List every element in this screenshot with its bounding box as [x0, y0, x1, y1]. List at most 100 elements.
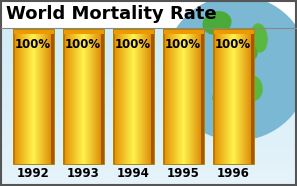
Text: 100%: 100% [115, 38, 151, 51]
Bar [234, 29, 236, 164]
Bar [164, 29, 165, 164]
Bar [252, 29, 253, 164]
Bar [0, 83, 297, 85]
Bar [227, 29, 228, 164]
Bar [225, 29, 226, 164]
Bar [144, 29, 146, 164]
Bar [15, 29, 16, 164]
Bar [203, 29, 204, 164]
Bar [0, 123, 297, 125]
Bar [88, 29, 90, 164]
Bar [66, 29, 67, 164]
Bar [51, 29, 53, 164]
Bar [212, 29, 215, 164]
Bar [0, 54, 297, 56]
Bar [0, 36, 297, 38]
Bar [25, 29, 26, 164]
Bar [147, 29, 149, 164]
Bar [221, 29, 222, 164]
Bar [170, 29, 171, 164]
Bar [84, 29, 86, 164]
Bar [162, 28, 203, 34]
Circle shape [165, 0, 297, 140]
Bar [116, 29, 117, 164]
Bar [70, 29, 71, 164]
Bar [216, 29, 217, 164]
Bar [12, 29, 53, 164]
Bar [151, 29, 153, 164]
Bar [0, 158, 297, 160]
Bar [95, 29, 97, 164]
Bar [87, 29, 89, 164]
Bar [124, 29, 125, 164]
Bar [212, 28, 254, 34]
Bar [0, 95, 297, 97]
Bar [242, 29, 244, 164]
Bar [12, 28, 53, 34]
Bar [244, 29, 246, 164]
Bar [145, 29, 147, 164]
Text: 100%: 100% [215, 38, 251, 51]
Bar [0, 71, 297, 73]
Bar [0, 46, 297, 48]
Bar [68, 29, 69, 164]
Bar [100, 29, 102, 164]
Bar [151, 29, 154, 164]
Bar [169, 29, 170, 164]
Bar [30, 29, 31, 164]
Bar [0, 147, 297, 148]
Bar [191, 29, 193, 164]
Bar [97, 29, 99, 164]
Bar [233, 29, 235, 164]
Bar [43, 29, 45, 164]
Bar [235, 29, 237, 164]
Bar [128, 29, 129, 164]
Bar [125, 29, 126, 164]
Bar [165, 29, 166, 164]
Bar [0, 180, 297, 182]
Bar [194, 29, 196, 164]
Bar [0, 34, 297, 36]
Bar [37, 29, 39, 164]
Bar [229, 29, 230, 164]
Bar [0, 75, 297, 77]
Bar [0, 160, 297, 162]
Bar [243, 29, 245, 164]
Bar [99, 29, 101, 164]
Bar [189, 29, 191, 164]
Bar [238, 29, 240, 164]
Bar [78, 29, 79, 164]
Ellipse shape [251, 24, 267, 52]
Bar [40, 29, 42, 164]
Bar [0, 127, 297, 129]
Bar [0, 91, 297, 93]
Bar [0, 135, 297, 137]
Bar [42, 29, 44, 164]
Bar [192, 29, 194, 164]
Bar [19, 29, 20, 164]
Bar [178, 29, 179, 164]
Bar [131, 29, 132, 164]
Bar [0, 139, 297, 141]
Bar [185, 29, 187, 164]
Bar [0, 162, 297, 164]
Bar [73, 29, 74, 164]
Bar [199, 29, 201, 164]
Bar [214, 29, 215, 164]
Bar [220, 29, 221, 164]
Bar [174, 29, 175, 164]
Bar [247, 29, 249, 164]
Bar [0, 56, 297, 58]
Bar [141, 29, 143, 164]
Bar [17, 29, 18, 164]
Bar [173, 29, 174, 164]
Bar [135, 29, 137, 164]
Bar [0, 121, 297, 123]
Bar [102, 29, 103, 164]
Bar [15, 29, 17, 164]
Bar [129, 29, 130, 164]
Bar [26, 29, 27, 164]
Bar [0, 170, 297, 172]
Bar [22, 29, 23, 164]
Ellipse shape [203, 12, 231, 34]
